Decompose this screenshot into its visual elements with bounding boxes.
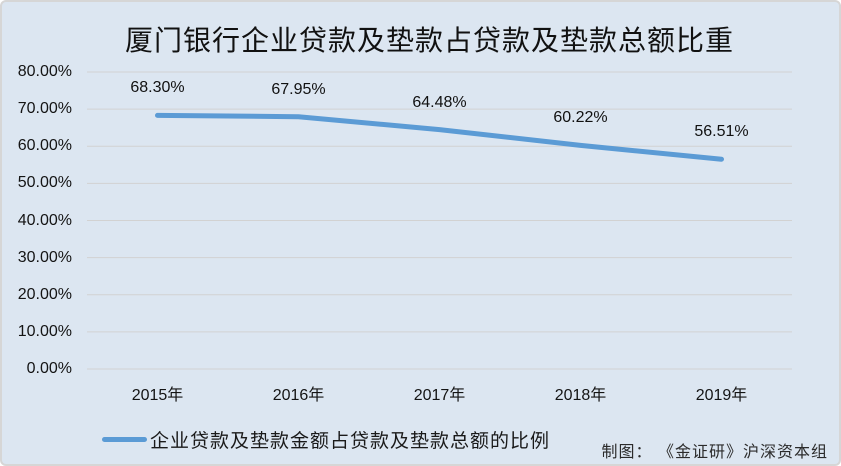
y-axis-label: 60.00% bbox=[17, 137, 72, 155]
legend-line-marker-icon bbox=[102, 437, 147, 442]
attribution: 制图： 《金证研》沪深资本组 bbox=[601, 444, 828, 461]
data-label: 60.22% bbox=[553, 109, 608, 127]
x-axis-label: 2018年 bbox=[554, 387, 607, 404]
legend: 企业贷款及垫款金额占贷款及垫款总额的比例 bbox=[102, 426, 550, 453]
y-axis-label: 0.00% bbox=[26, 360, 72, 377]
data-line-series bbox=[155, 112, 724, 162]
legend-label: 企业贷款及垫款金额占贷款及垫款总额的比例 bbox=[150, 431, 551, 452]
chart-title: 厦门银行企业贷款及垫款占贷款及垫款总额比重 bbox=[124, 25, 734, 56]
y-axis-label: 80.00% bbox=[17, 63, 72, 80]
data-label: 56.51% bbox=[694, 123, 749, 141]
x-axis-label: 2015年 bbox=[131, 387, 184, 404]
x-axis-label: 2019年 bbox=[695, 387, 748, 404]
data-label: 64.48% bbox=[412, 93, 467, 111]
y-axis-label: 70.00% bbox=[17, 100, 72, 118]
data-label: 67.95% bbox=[271, 80, 326, 98]
y-axis-label: 30.00% bbox=[17, 248, 72, 266]
y-axis-label: 10.00% bbox=[17, 322, 72, 340]
x-axis-label: 2016年 bbox=[272, 387, 325, 404]
y-axis-label: 40.00% bbox=[17, 211, 72, 229]
y-axis-label: 50.00% bbox=[17, 174, 72, 192]
x-axis-label: 2017年 bbox=[413, 387, 466, 404]
y-axis-label: 20.00% bbox=[17, 285, 72, 303]
data-label: 68.30% bbox=[130, 79, 185, 97]
